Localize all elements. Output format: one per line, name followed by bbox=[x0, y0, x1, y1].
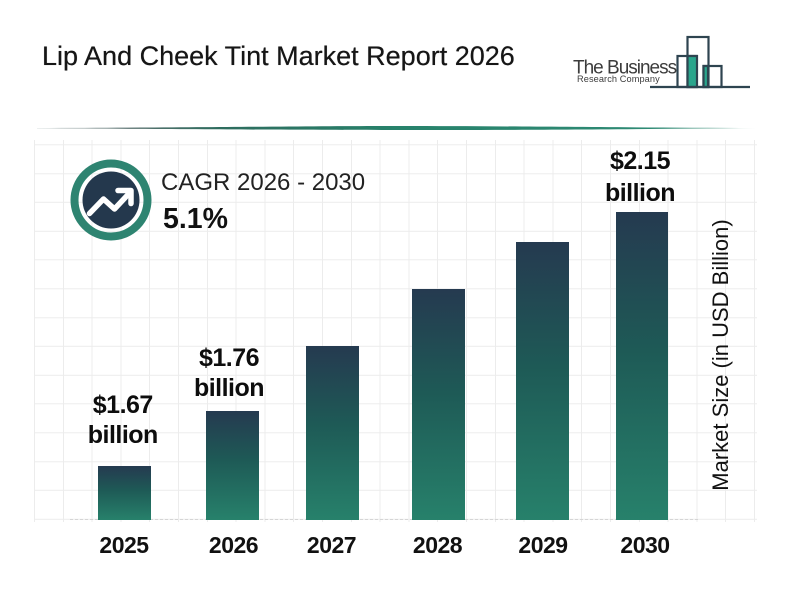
svg-text:The Business: The Business bbox=[573, 58, 677, 79]
svg-text:Research Company: Research Company bbox=[577, 74, 660, 84]
